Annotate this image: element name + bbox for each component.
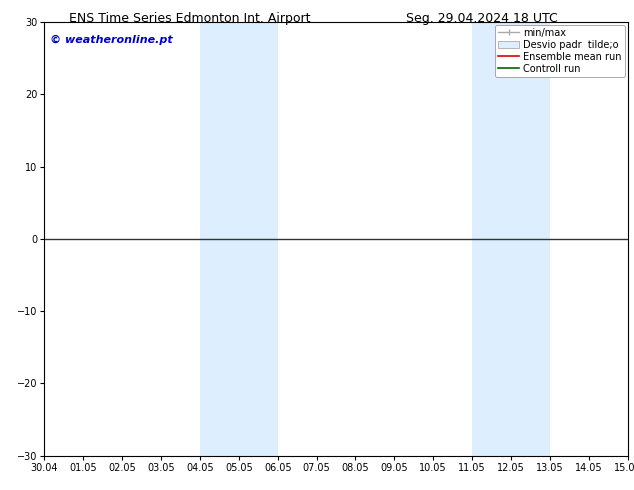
Text: ENS Time Series Edmonton Int. Airport: ENS Time Series Edmonton Int. Airport [70, 12, 311, 25]
Text: © weatheronline.pt: © weatheronline.pt [50, 35, 173, 45]
Bar [472, 22, 550, 456]
Bar [200, 22, 278, 456]
Text: Seg. 29.04.2024 18 UTC: Seg. 29.04.2024 18 UTC [406, 12, 558, 25]
Legend: min/max, Desvio padr  tilde;o, Ensemble mean run, Controll run: min/max, Desvio padr tilde;o, Ensemble m… [495, 25, 624, 76]
